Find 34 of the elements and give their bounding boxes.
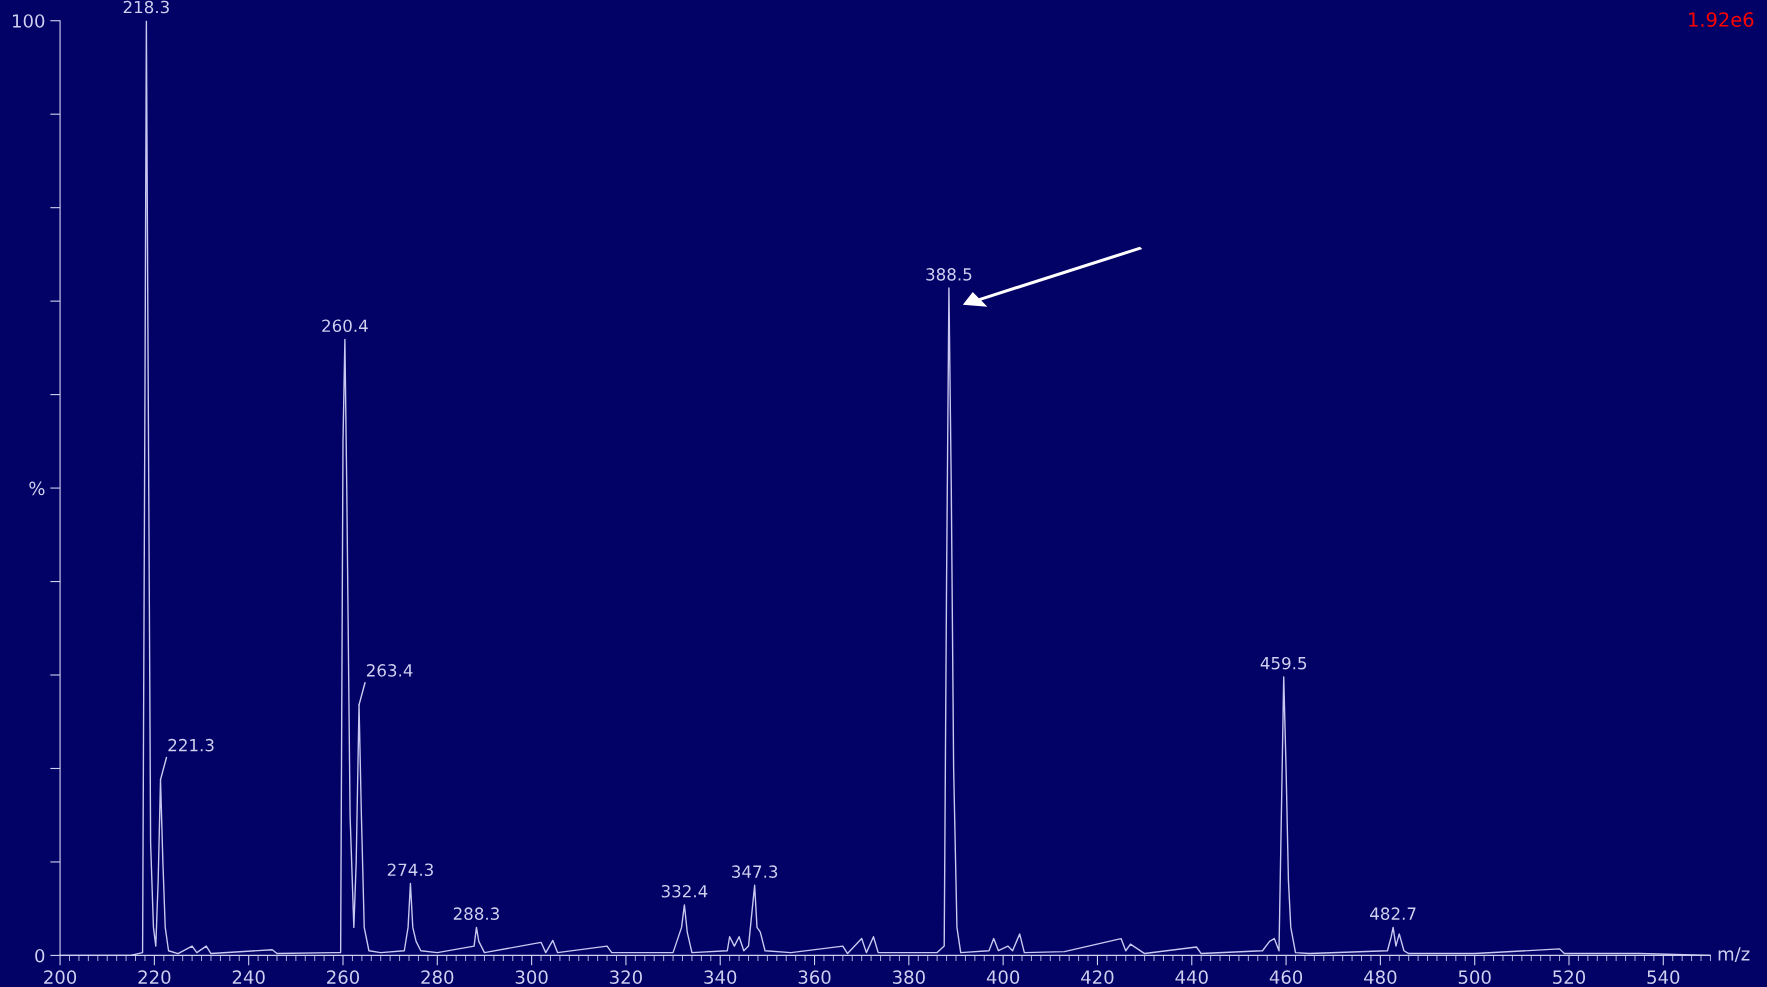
x-tick-label: 480: [1364, 970, 1397, 984]
annotation: 388.5: [926, 268, 972, 281]
annotation: 221.3: [168, 738, 214, 752]
x-tick-label: 420: [1081, 970, 1114, 984]
annotation: 1.92e6: [1689, 12, 1754, 27]
annotation: 260.4: [322, 319, 368, 333]
x-tick-label: 520: [1553, 970, 1586, 984]
annotation: 332.4: [661, 884, 708, 898]
x-tick-label: 300: [515, 970, 548, 984]
x-tick-label: 540: [1647, 970, 1680, 984]
x-axis-title: m/z: [1718, 947, 1750, 963]
x-tick-label: 320: [610, 970, 642, 984]
x-tick-label: 280: [421, 970, 454, 984]
x-tick-label: 500: [1458, 970, 1491, 984]
x-tick-label: 240: [232, 970, 265, 984]
annotation: 482.7: [1370, 907, 1416, 920]
annotation: 274.3: [387, 863, 433, 877]
x-tick-label: 440: [1175, 970, 1208, 984]
y-tick-label: 100: [13, 14, 45, 28]
x-tick-label: 380: [892, 970, 925, 984]
x-tick-label: 220: [138, 970, 171, 984]
y-tick-label: 0: [35, 948, 45, 963]
x-tick-label: 460: [1269, 970, 1303, 984]
annotation: 347.3: [732, 865, 778, 878]
x-tick-label: 360: [798, 970, 831, 984]
annotation: 288.3: [453, 907, 499, 920]
x-tick-label: 260: [327, 970, 360, 984]
annotation: 459.5: [1260, 656, 1307, 670]
x-tick-label: 200: [44, 970, 77, 984]
x-tick-label: 400: [986, 970, 1020, 984]
y-tick-label: %: [29, 481, 45, 496]
x-tick-label: 340: [704, 970, 737, 984]
annotation: 218.3: [123, 0, 169, 14]
annotation: 263.4: [366, 664, 413, 677]
